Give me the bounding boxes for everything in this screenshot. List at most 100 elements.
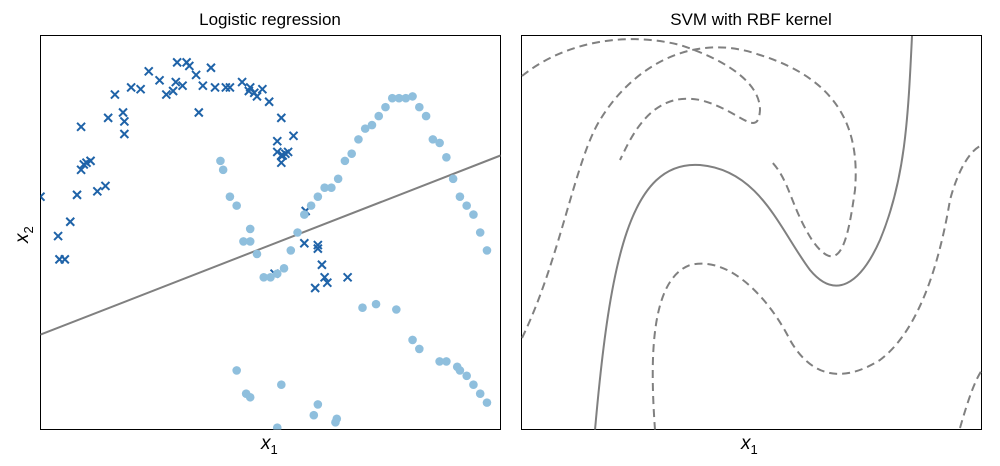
svm-margin-upper <box>521 46 857 339</box>
data-point-class-a <box>119 116 130 127</box>
data-point-class-b <box>327 183 336 193</box>
data-point-class-a <box>171 77 181 87</box>
data-point-class-a <box>168 86 178 96</box>
decision-boundary-line <box>40 154 501 336</box>
data-point-class-b <box>245 237 255 246</box>
svm-margin-lower-right <box>959 369 982 429</box>
data-point-class-b <box>232 366 241 375</box>
data-point-class-a <box>264 97 274 107</box>
x-axis-label-right: x1 <box>740 433 758 457</box>
data-point-class-b <box>482 398 492 407</box>
data-point-class-b <box>455 192 465 201</box>
data-point-class-b <box>408 335 417 345</box>
data-point-class-b <box>442 357 451 366</box>
data-point-class-a <box>342 272 353 282</box>
data-point-class-b <box>455 366 465 375</box>
data-point-class-b <box>475 389 485 398</box>
data-point-class-b <box>435 357 444 366</box>
data-point-class-a <box>172 57 182 68</box>
data-point-class-b <box>371 299 381 309</box>
data-point-class-b <box>387 93 397 103</box>
data-point-class-a <box>237 77 247 87</box>
data-point-class-a <box>276 113 287 123</box>
data-point-class-a <box>177 80 188 91</box>
data-point-class-b <box>252 249 262 259</box>
data-point-class-b <box>306 201 316 210</box>
data-point-class-a <box>126 82 136 93</box>
data-point-class-b <box>354 135 363 144</box>
data-point-class-b <box>218 165 228 175</box>
data-point-class-b <box>358 303 367 313</box>
data-point-class-b <box>232 201 241 210</box>
data-point-class-a <box>154 75 165 85</box>
data-point-class-a <box>244 86 254 96</box>
data-point-class-a <box>276 157 287 168</box>
data-point-class-b <box>408 92 417 101</box>
plot-area-left <box>40 57 501 430</box>
data-point-class-b <box>442 152 451 162</box>
data-point-class-a <box>60 254 70 265</box>
data-point-class-b <box>333 174 343 184</box>
data-point-class-a <box>118 107 128 118</box>
data-point-class-a <box>184 61 195 71</box>
data-point-class-a <box>100 181 111 191</box>
data-point-class-b <box>272 269 282 278</box>
data-point-class-b <box>279 264 289 273</box>
data-point-class-a <box>283 147 293 157</box>
data-point-class-b <box>381 102 390 112</box>
plot-frame-left <box>40 35 501 430</box>
data-point-class-b <box>272 423 282 430</box>
data-point-class-a <box>76 165 86 175</box>
data-point-class-b <box>415 344 424 354</box>
data-point-class-b <box>415 102 424 112</box>
svm-decision-boundary <box>594 35 913 430</box>
data-point-class-a <box>119 129 130 139</box>
data-point-class-a <box>110 89 120 100</box>
data-point-class-b <box>360 124 370 133</box>
plot-area-right <box>521 35 1000 430</box>
data-point-class-b <box>462 201 471 210</box>
plot-frame-right <box>521 35 982 430</box>
data-point-class-b <box>469 380 478 390</box>
data-point-class-b <box>347 149 356 158</box>
data-point-class-a <box>249 88 259 98</box>
data-point-class-a <box>198 80 208 91</box>
data-point-class-b <box>428 135 438 144</box>
data-point-class-b <box>320 183 329 193</box>
support-vector-ring <box>996 190 1000 204</box>
data-point-class-a <box>191 70 201 80</box>
data-point-class-a <box>313 243 323 254</box>
data-point-class-b <box>245 224 255 234</box>
svm-margin-lower <box>651 144 982 430</box>
panel-title-svm: SVM with RBF kernel <box>670 10 832 29</box>
data-point-class-a <box>65 217 75 227</box>
y-axis-label-left: x2 <box>12 226 36 244</box>
data-point-class-a <box>319 272 330 282</box>
data-point-class-a <box>313 240 323 250</box>
data-point-class-b <box>462 371 471 381</box>
data-point-class-b <box>394 93 404 103</box>
data-point-class-a <box>85 156 96 166</box>
data-point-class-b <box>448 174 458 184</box>
panel-title-logistic: Logistic regression <box>199 10 341 29</box>
data-point-class-b <box>239 237 248 246</box>
data-point-class-b <box>277 380 286 390</box>
data-point-class-a <box>72 190 82 200</box>
data-point-class-b <box>374 111 384 121</box>
data-point-class-a <box>277 150 288 161</box>
data-point-class-b <box>300 210 309 219</box>
data-point-class-a <box>225 82 235 93</box>
data-point-class-b <box>331 418 340 427</box>
data-point-class-b <box>313 192 323 201</box>
data-point-class-b <box>266 272 275 282</box>
data-point-class-a <box>272 136 282 146</box>
data-point-class-a <box>92 186 103 197</box>
x-axis-label-left: x1 <box>260 433 278 457</box>
panel-svm-rbf: SVM with RBF kernel x1 <box>521 10 1000 457</box>
data-point-class-a <box>317 260 327 270</box>
panel-logistic-regression: Logistic regression x1 x2 <box>12 10 501 457</box>
data-point-class-a <box>76 122 86 132</box>
data-point-class-b <box>401 93 411 103</box>
data-point-class-b <box>367 120 377 130</box>
